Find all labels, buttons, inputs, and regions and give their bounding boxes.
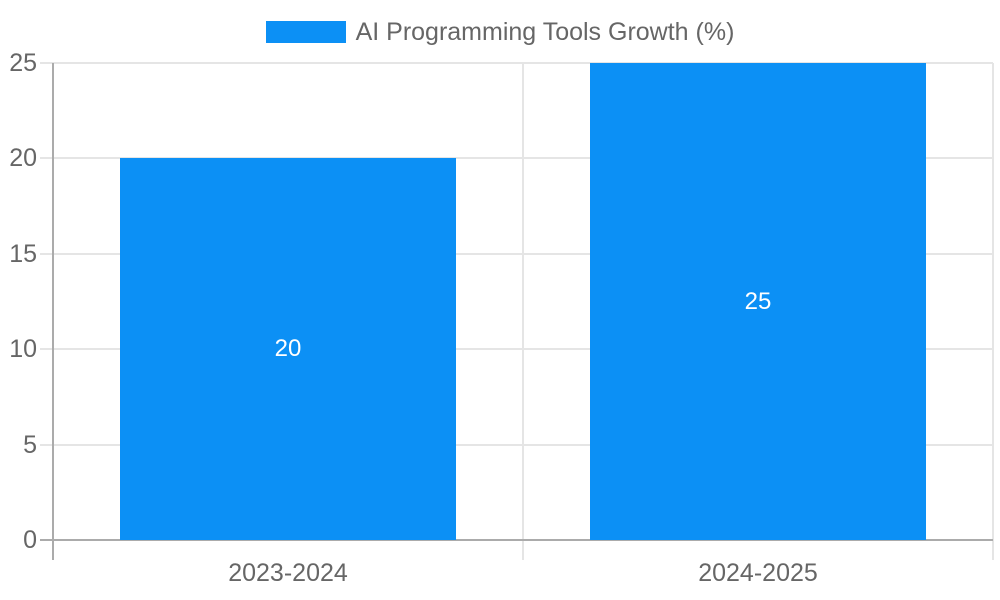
x-axis-category-label-2024-2025: 2024-2025 — [698, 559, 818, 587]
y-axis-tick-label-5: 5 — [23, 430, 37, 459]
gridline-x-1 — [992, 63, 994, 560]
y-axis-tick-label-0: 0 — [23, 526, 37, 554]
bar-2024-2025[interactable] — [590, 63, 926, 540]
legend-swatch-icon — [265, 21, 346, 43]
gridline-y-10 — [40, 348, 993, 351]
gridline-x-0 — [522, 63, 524, 560]
y-axis-line — [52, 63, 54, 560]
chart-legend[interactable]: AI Programming Tools Growth (%) — [0, 16, 1000, 48]
y-axis-tick-label-10: 10 — [9, 335, 37, 364]
gridline-y-20 — [40, 157, 993, 160]
gridline-y-5 — [40, 443, 993, 446]
gridline-y-15 — [40, 252, 993, 255]
y-axis-tick-label-15: 15 — [9, 239, 37, 268]
x-axis-line — [40, 539, 993, 541]
y-axis-tick-label-20: 20 — [9, 144, 37, 173]
x-axis-category-label-2023-2024: 2023-2024 — [228, 559, 348, 587]
legend-label: AI Programming Tools Growth (%) — [355, 17, 735, 46]
y-axis-tick-label-25: 25 — [9, 49, 37, 77]
bar-2023-2024[interactable] — [120, 158, 456, 540]
gridline-y-25 — [40, 62, 993, 64]
